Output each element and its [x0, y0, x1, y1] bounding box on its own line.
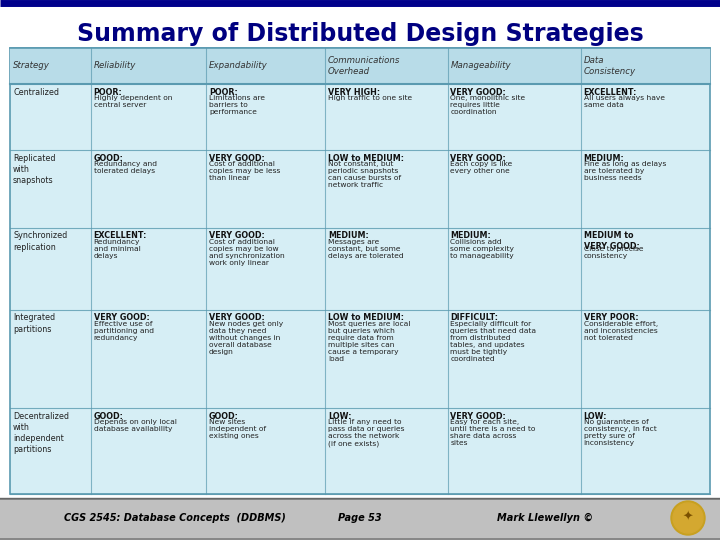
Text: VERY HIGH:: VERY HIGH:	[328, 88, 380, 97]
Text: Data
Consistency: Data Consistency	[583, 56, 636, 76]
Text: Replicated
with
snapshots: Replicated with snapshots	[13, 153, 55, 185]
Text: GOOD:: GOOD:	[94, 412, 123, 421]
Text: Cost of additional
copies may be less
than linear: Cost of additional copies may be less th…	[209, 161, 280, 181]
Text: New sites
independent of
existing ones: New sites independent of existing ones	[209, 419, 266, 439]
Text: Limitations are
barriers to
performance: Limitations are barriers to performance	[209, 95, 265, 115]
Text: VERY GOOD:: VERY GOOD:	[209, 314, 265, 322]
Text: Easy for each site,
until there is a need to
share data across
sites: Easy for each site, until there is a nee…	[451, 419, 536, 446]
Text: VERY GOOD:: VERY GOOD:	[94, 314, 149, 322]
Text: Fine as long as delays
are tolerated by
business needs: Fine as long as delays are tolerated by …	[583, 161, 666, 181]
Text: Depends on only local
database availability: Depends on only local database availabil…	[94, 419, 176, 432]
Text: EXCELLENT:: EXCELLENT:	[94, 232, 147, 240]
Text: Integrated
partitions: Integrated partitions	[13, 314, 55, 334]
Text: Messages are
constant, but some
delays are tolerated: Messages are constant, but some delays a…	[328, 239, 404, 259]
Bar	[10, 48, 710, 84]
Circle shape	[671, 501, 705, 535]
Text: GOOD:: GOOD:	[209, 412, 239, 421]
Text: CGS 2545: Database Concepts  (DDBMS): CGS 2545: Database Concepts (DDBMS)	[64, 513, 286, 523]
Text: POOR:: POOR:	[209, 88, 238, 97]
Text: DIFFICULT:: DIFFICULT:	[451, 314, 498, 322]
Text: Cost of additional
copies may be low
and synchronization
work only linear: Cost of additional copies may be low and…	[209, 239, 284, 266]
Text: Strategy: Strategy	[13, 62, 50, 71]
Text: VERY GOOD:: VERY GOOD:	[451, 412, 506, 421]
Bar	[10, 48, 710, 494]
Text: All users always have
same data: All users always have same data	[583, 95, 665, 108]
Text: ✦: ✦	[683, 510, 693, 523]
Circle shape	[673, 503, 703, 533]
Text: LOW:: LOW:	[328, 412, 351, 421]
Text: New nodes get only
data they need
without changes in
overall database
design: New nodes get only data they need withou…	[209, 321, 283, 355]
Text: MEDIUM:: MEDIUM:	[451, 232, 491, 240]
Text: GOOD:: GOOD:	[94, 153, 123, 163]
Text: Considerable effort,
and inconsistencies
not tolerated: Considerable effort, and inconsistencies…	[583, 321, 658, 341]
Text: Reliability: Reliability	[94, 62, 136, 71]
Text: LOW to MEDIUM:: LOW to MEDIUM:	[328, 153, 404, 163]
Text: LOW to MEDIUM:: LOW to MEDIUM:	[328, 314, 404, 322]
Text: EXCELLENT:: EXCELLENT:	[583, 88, 637, 97]
Text: MEDIUM:: MEDIUM:	[328, 232, 369, 240]
Text: Redundancy
and minimal
delays: Redundancy and minimal delays	[94, 239, 140, 259]
Text: Most queries are local
but queries which
require data from
multiple sites can
ca: Most queries are local but queries which…	[328, 321, 410, 362]
Text: Communications
Overhead: Communications Overhead	[328, 56, 400, 76]
Text: Effective use of
partitioning and
redundancy: Effective use of partitioning and redund…	[94, 321, 153, 341]
Text: Highly dependent on
central server: Highly dependent on central server	[94, 95, 172, 108]
Text: Each copy is like
every other one: Each copy is like every other one	[451, 161, 513, 174]
Text: Summary of Distributed Design Strategies: Summary of Distributed Design Strategies	[76, 22, 644, 46]
Bar	[0, 500, 720, 538]
Text: Not constant, but
periodic snapshots
can cause bursts of
network traffic: Not constant, but periodic snapshots can…	[328, 161, 401, 188]
Text: Collisions add
some complexity
to manageability: Collisions add some complexity to manage…	[451, 239, 515, 259]
Text: Expandability: Expandability	[209, 62, 268, 71]
Text: Manageability: Manageability	[451, 62, 511, 71]
Text: Mark Llewellyn ©: Mark Llewellyn ©	[497, 513, 593, 523]
Text: POOR:: POOR:	[94, 88, 122, 97]
Text: No guarantees of
consistency, in fact
pretty sure of
inconsistency: No guarantees of consistency, in fact pr…	[583, 419, 656, 446]
Text: MEDIUM:: MEDIUM:	[583, 153, 624, 163]
Text: Especially difficult for
queries that need data
from distributed
tables, and upd: Especially difficult for queries that ne…	[451, 321, 536, 362]
Text: Close to precise
consistency: Close to precise consistency	[583, 246, 643, 259]
Text: Synchronized
replication: Synchronized replication	[13, 232, 67, 252]
Text: MEDIUM to
VERY GOOD:: MEDIUM to VERY GOOD:	[583, 232, 639, 251]
Bar	[0, 498, 720, 540]
Text: Little if any need to
pass data or queries
across the network
(if one exists): Little if any need to pass data or queri…	[328, 419, 405, 447]
Text: VERY GOOD:: VERY GOOD:	[451, 153, 506, 163]
Text: LOW:: LOW:	[583, 412, 607, 421]
Text: One, monolithic site
requires little
coordination: One, monolithic site requires little coo…	[451, 95, 526, 115]
Text: VERY GOOD:: VERY GOOD:	[451, 88, 506, 97]
Text: Centralized: Centralized	[13, 88, 59, 97]
Text: VERY GOOD:: VERY GOOD:	[209, 232, 265, 240]
Text: VERY POOR:: VERY POOR:	[583, 314, 638, 322]
Text: High traffic to one site: High traffic to one site	[328, 95, 412, 101]
Text: Page 53: Page 53	[338, 513, 382, 523]
Text: VERY GOOD:: VERY GOOD:	[209, 153, 265, 163]
Text: Decentralized
with
independent
partitions: Decentralized with independent partition…	[13, 412, 69, 454]
Text: Redundancy and
tolerated delays: Redundancy and tolerated delays	[94, 161, 156, 174]
